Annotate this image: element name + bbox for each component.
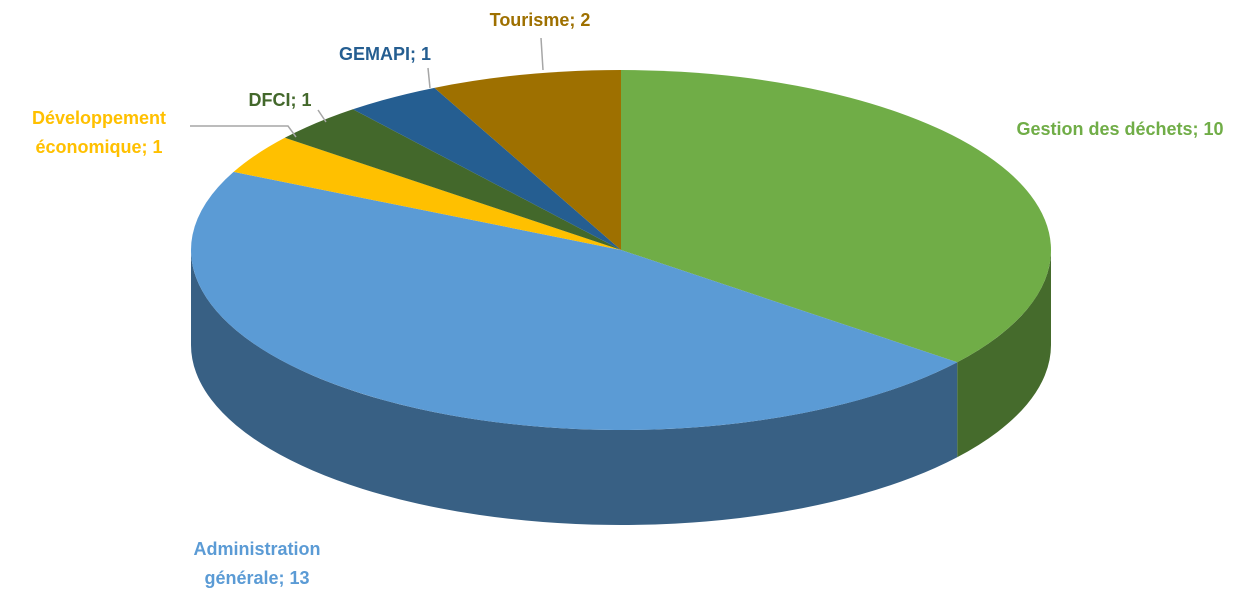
- pie-tops: [190, 70, 1052, 430]
- slice: [352, 87, 621, 250]
- slice: [621, 70, 1052, 363]
- slice: [233, 137, 622, 250]
- leader-line: [540, 37, 544, 71]
- slice-label: Développement économique; 1: [31, 108, 167, 157]
- slice: [434, 70, 621, 250]
- leader-line: [190, 125, 297, 138]
- slice-label: Tourisme; 2: [489, 10, 591, 30]
- leader-lines: [190, 37, 544, 138]
- leader-line: [427, 67, 431, 89]
- slice-label: Gestion des déchets; 10: [1016, 119, 1224, 139]
- pie-sides: [191, 250, 1051, 525]
- slice: [190, 171, 958, 430]
- leader-line: [317, 109, 327, 123]
- slice-label: GEMAPI; 1: [338, 44, 431, 64]
- slice-label: DFCI; 1: [248, 90, 312, 110]
- slice: [284, 109, 621, 251]
- slice-side: [191, 250, 958, 525]
- slice-side: [957, 250, 1051, 458]
- slice-label: Administration générale; 13: [193, 539, 321, 588]
